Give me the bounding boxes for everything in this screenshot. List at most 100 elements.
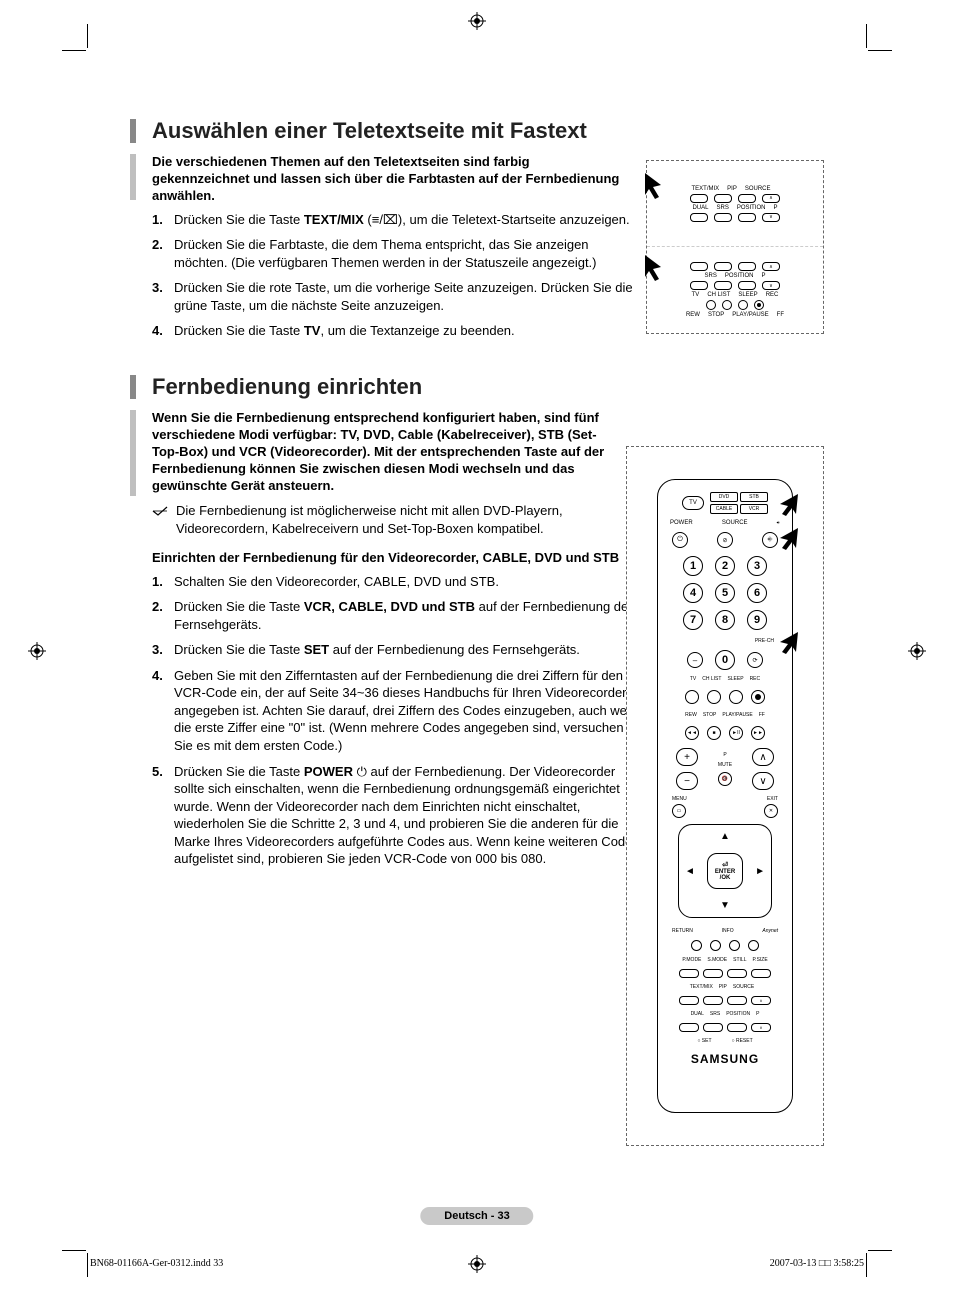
note-icon bbox=[152, 502, 168, 519]
tv-circle-button bbox=[685, 690, 699, 704]
mute-button: 🔇 bbox=[718, 772, 732, 786]
dpad: ▲ ▼ ◄ ► ⏎ ENTER /OK bbox=[678, 824, 772, 918]
label: CH LIST bbox=[702, 676, 721, 682]
ch-down-button: ∨ bbox=[752, 772, 774, 790]
mode-vcr-button: VCR bbox=[740, 504, 768, 514]
label: RETURN bbox=[672, 928, 693, 934]
list-text: Geben Sie mit den Zifferntasten auf der … bbox=[174, 667, 642, 755]
label: SOURCE bbox=[722, 520, 748, 526]
label: STOP bbox=[703, 712, 717, 718]
label: POSITION bbox=[737, 205, 766, 211]
down-button: ∨ bbox=[751, 1023, 771, 1032]
tiny-button bbox=[690, 213, 708, 222]
tiny-button bbox=[738, 213, 756, 222]
list-text: Drücken Sie die Taste TEXT/MIX (≡/⌧), um… bbox=[174, 211, 642, 229]
num-7-button: 7 bbox=[683, 610, 703, 630]
list-number: 5. bbox=[152, 763, 174, 868]
label: SRS bbox=[704, 273, 716, 279]
dual-button bbox=[679, 1023, 699, 1032]
list-item: 4.Geben Sie mit den Zifferntasten auf de… bbox=[152, 667, 642, 755]
list-item: 5.Drücken Sie die Taste POWER ⏻ auf der … bbox=[152, 763, 642, 868]
ff-button: ►► bbox=[751, 726, 765, 740]
tiny-button bbox=[714, 262, 732, 271]
circle-button bbox=[738, 300, 748, 310]
list-text: Drücken Sie die Taste VCR, CABLE, DVD un… bbox=[174, 598, 642, 633]
section-header: Fernbedienung einrichten bbox=[130, 374, 828, 400]
volume-rocker: + − bbox=[676, 748, 698, 790]
crop-mark bbox=[62, 1250, 86, 1251]
number-pad: 1 2 3 4 5 6 7 8 9 bbox=[675, 554, 775, 632]
blue-button bbox=[748, 940, 759, 951]
dpad-up-icon: ▲ bbox=[720, 831, 730, 842]
tiny-button: ∧ bbox=[762, 194, 780, 203]
tiny-button bbox=[714, 194, 732, 203]
dpad-down-icon: ▼ bbox=[720, 900, 730, 911]
num-4-button: 4 bbox=[683, 583, 703, 603]
note-row: Die Fernbedienung ist möglicherweise nic… bbox=[152, 502, 642, 537]
pointer-arrow-icon bbox=[643, 253, 673, 283]
remote-detail-panel-1: TEXT/MIXPIPSOURCE ∧ DUALSRSPOSITIONP ∨ bbox=[647, 161, 823, 247]
list-number: 3. bbox=[152, 641, 174, 659]
crop-mark bbox=[868, 50, 892, 51]
list-item: 3.Drücken Sie die rote Taste, um die vor… bbox=[152, 279, 642, 314]
exit-button: ✕ bbox=[764, 804, 778, 818]
body-column: 1.Drücken Sie die Taste TEXT/MIX (≡/⌧), … bbox=[152, 211, 642, 340]
label: RESET bbox=[736, 1038, 753, 1044]
list-number: 3. bbox=[152, 279, 174, 314]
figure-remote-detail: TEXT/MIXPIPSOURCE ∧ DUALSRSPOSITIONP ∨ ∧… bbox=[646, 160, 824, 334]
num-1-button: 1 bbox=[683, 556, 703, 576]
label: TEXT/MIX bbox=[690, 984, 713, 990]
dash-button: – bbox=[687, 652, 703, 668]
tiny-button bbox=[714, 213, 732, 222]
label: P bbox=[762, 273, 766, 279]
crop-mark bbox=[868, 1250, 892, 1251]
psize-button bbox=[751, 969, 771, 978]
list-item: 1.Schalten Sie den Videorecorder, CABLE,… bbox=[152, 573, 642, 591]
label: FF bbox=[777, 312, 784, 318]
ordered-list: 1.Schalten Sie den Videorecorder, CABLE,… bbox=[152, 573, 642, 868]
label: TV bbox=[690, 676, 696, 682]
ch-up-button: ∧ bbox=[752, 748, 774, 766]
label: MENU bbox=[672, 796, 687, 802]
label: P bbox=[774, 205, 778, 211]
label: REC bbox=[766, 292, 779, 298]
crop-mark bbox=[87, 1253, 88, 1277]
label: PIP bbox=[719, 984, 727, 990]
label: REC bbox=[750, 676, 761, 682]
tiny-button bbox=[690, 281, 708, 290]
page-badge: Deutsch - 33 bbox=[420, 1207, 533, 1225]
green-button bbox=[710, 940, 721, 951]
list-text: Schalten Sie den Videorecorder, CABLE, D… bbox=[174, 573, 642, 591]
sleep-button bbox=[729, 690, 743, 704]
label: P bbox=[756, 1011, 759, 1017]
label: REW bbox=[686, 312, 700, 318]
label: SRS bbox=[710, 1011, 720, 1017]
chlist-button bbox=[707, 690, 721, 704]
pointer-arrow-icon bbox=[768, 630, 802, 654]
subheading: Einrichten der Fernbedienung für den Vid… bbox=[152, 549, 642, 567]
num-5-button: 5 bbox=[715, 583, 735, 603]
rewind-button: ◄◄ bbox=[685, 726, 699, 740]
tiny-button: ∧ bbox=[762, 262, 780, 271]
pointer-arrow-icon bbox=[643, 171, 673, 201]
label: CH LIST bbox=[707, 292, 730, 298]
label: SLEEP bbox=[727, 676, 743, 682]
label: POSITION bbox=[726, 1011, 750, 1017]
vol-up-button: + bbox=[676, 748, 698, 766]
footer-timestamp: 2007-03-13 □□ 3:58:25 bbox=[770, 1258, 864, 1269]
label: P.MODE bbox=[682, 957, 701, 963]
list-item: 3.Drücken Sie die Taste SET auf der Fern… bbox=[152, 641, 642, 659]
enter-ok-button: ⏎ ENTER /OK bbox=[707, 853, 743, 889]
intro-text: Die verschiedenen Themen auf den Teletex… bbox=[152, 154, 620, 205]
list-number: 2. bbox=[152, 236, 174, 271]
note-text: Die Fernbedienung ist möglicherweise nic… bbox=[176, 502, 642, 537]
tv-button: TV bbox=[682, 496, 704, 510]
list-item: 2.Drücken Sie die Farbtaste, die dem The… bbox=[152, 236, 642, 271]
source2-button bbox=[727, 996, 747, 1005]
label: S.MODE bbox=[707, 957, 727, 963]
tiny-button: ∨ bbox=[762, 281, 780, 290]
play-pause-button: ►II bbox=[729, 726, 743, 740]
channel-rocker: ∧ ∨ bbox=[752, 748, 774, 790]
label: SOURCE bbox=[745, 186, 771, 192]
label: SET bbox=[702, 1038, 712, 1044]
